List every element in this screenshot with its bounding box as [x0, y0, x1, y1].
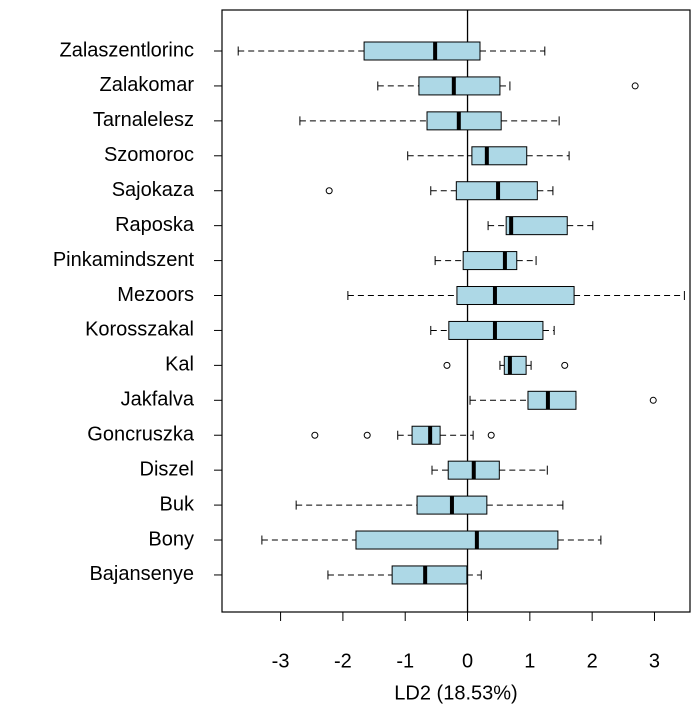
y-tick-label: Pinkamindszent — [53, 249, 195, 271]
y-tick-label: Buk — [160, 493, 195, 515]
x-tick-label: 1 — [524, 650, 535, 672]
box — [503, 355, 527, 375]
x-tick-label: 2 — [587, 650, 598, 672]
outlier — [487, 431, 495, 439]
y-tick-label: Goncruszka — [87, 424, 195, 446]
x-tick-label: -2 — [334, 650, 352, 672]
y-tick-label: Jakfalva — [121, 389, 195, 411]
outlier — [325, 187, 333, 195]
box — [411, 425, 441, 445]
y-tick-label: Szomoroc — [104, 144, 194, 166]
outlier — [649, 396, 657, 404]
y-tick-label: Diszel — [140, 458, 194, 480]
box — [527, 390, 577, 410]
box — [462, 251, 518, 271]
plot-frame — [221, 9, 691, 613]
box — [505, 216, 568, 236]
y-tick-label: Raposka — [115, 214, 195, 236]
y-tick-label: Zalakomar — [100, 74, 195, 96]
x-axis-label: LD2 (18.53%) — [394, 682, 517, 704]
box — [355, 530, 559, 550]
x-tick-label: -3 — [272, 650, 290, 672]
outlier — [631, 82, 639, 90]
box — [471, 146, 528, 166]
y-tick-label: Mezoors — [117, 284, 194, 306]
box — [391, 565, 468, 585]
box — [456, 286, 575, 306]
box — [426, 111, 502, 131]
y-tick-label: Zalaszentlorinc — [59, 39, 194, 61]
box — [418, 76, 501, 96]
outlier — [561, 361, 569, 369]
box — [363, 41, 481, 61]
y-tick-label: Bajansenye — [89, 563, 194, 585]
outlier — [363, 431, 371, 439]
x-tick-label: -1 — [396, 650, 414, 672]
y-tick-label: Bony — [148, 528, 194, 550]
x-tick-label: 3 — [649, 650, 660, 672]
outlier — [443, 361, 451, 369]
y-tick-label: Korosszakal — [85, 319, 194, 341]
y-tick-label: Tarnalelesz — [93, 109, 194, 131]
outlier — [311, 431, 319, 439]
y-tick-label: Kal — [165, 354, 194, 376]
x-tick-label: 0 — [462, 650, 473, 672]
y-tick-label: Sajokaza — [112, 179, 195, 201]
